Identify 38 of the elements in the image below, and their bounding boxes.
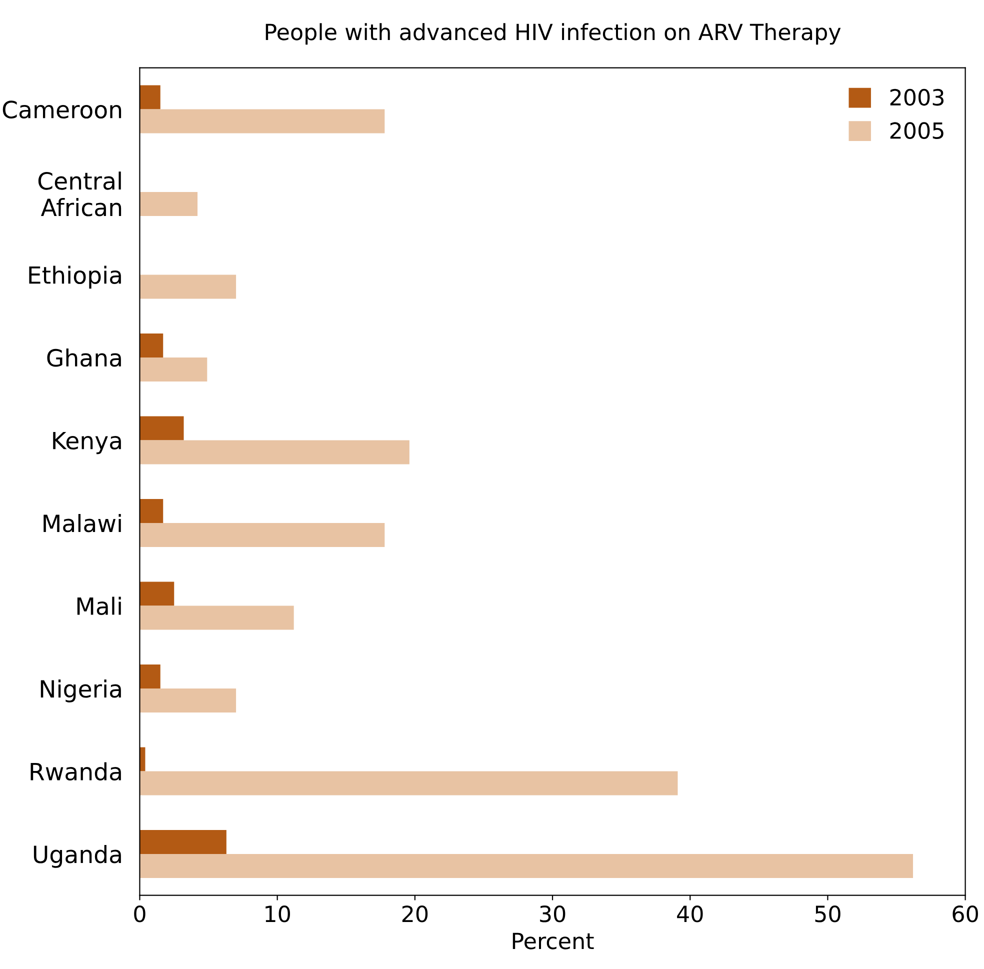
y-tick-label: Central African: [38, 172, 122, 216]
bar: [140, 688, 236, 712]
bar: [140, 274, 236, 299]
bar: [140, 85, 160, 110]
bar: [140, 830, 226, 854]
x-tick-label: 60: [952, 905, 978, 922]
x-tick-label: 0: [134, 905, 146, 922]
y-tick-label: Ethiopia: [29, 266, 121, 289]
x-tick-label: 20: [402, 905, 428, 922]
bar: [140, 771, 678, 796]
legend-label: 2003: [890, 88, 944, 106]
x-tick-label: 40: [677, 905, 703, 922]
bar: [140, 854, 914, 878]
y-tick-label: Uganda: [34, 845, 121, 868]
y-tick-label: Cameroon: [2, 100, 122, 119]
chart-title: People with advanced HIV infection on ARV Therapy: [266, 23, 841, 45]
y-tick-label: Ghana: [47, 348, 121, 367]
x-axis-title: Percent: [512, 932, 594, 950]
y-tick-label: Nigeria: [40, 680, 121, 702]
bar: [140, 109, 385, 134]
y-tick-label: Kenya: [53, 432, 121, 454]
x-tick-label: 50: [815, 905, 840, 922]
legend-label: 2005: [890, 122, 944, 139]
x-tick-label: 10: [266, 905, 290, 922]
bar: [140, 416, 184, 440]
bar: [140, 440, 410, 464]
bar: [140, 192, 198, 216]
bar: [140, 582, 174, 606]
bar: [140, 498, 164, 523]
bar: [140, 333, 164, 358]
bar: [140, 606, 294, 630]
y-tick-label: Rwanda: [30, 762, 121, 781]
y-tick-label: Mali: [77, 596, 121, 616]
bar: [140, 522, 385, 547]
bar: [140, 664, 160, 688]
y-tick-label: Malawi: [44, 514, 121, 532]
x-tick-label: 30: [540, 905, 566, 922]
bar: [140, 357, 208, 382]
